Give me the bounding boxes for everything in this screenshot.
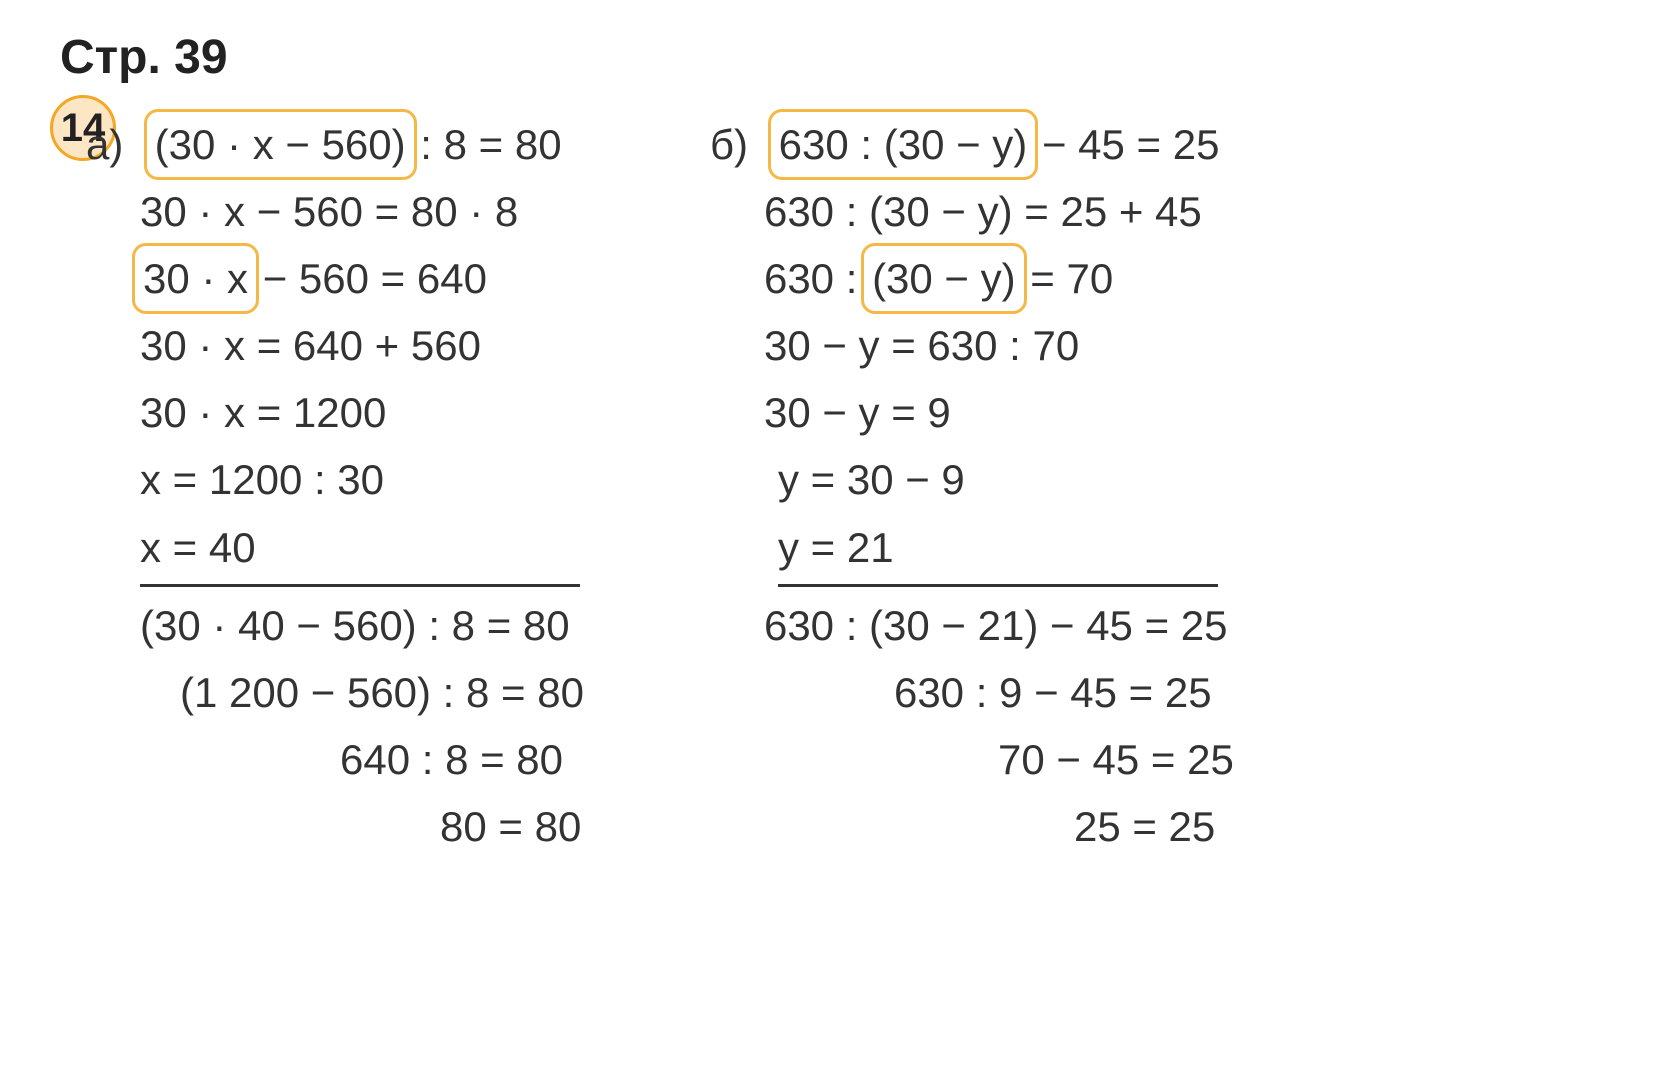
eq-a-check2: (1 200 − 560) : 8 = 80 [140, 659, 584, 726]
eq-a-check4: 80 = 80 [140, 793, 584, 860]
eq-b-check3: 70 − 45 = 25 [764, 726, 1234, 793]
text-a-line3-rest: − 560 = 640 [251, 255, 487, 302]
box-b-line1: 630 : (30 − y) [768, 109, 1039, 180]
text-b-line1-rest: − 45 = 25 [1030, 121, 1219, 168]
eq-a-line3: 30 · x − 560 = 640 [140, 245, 584, 312]
column-b: б) 630 : (30 − y) − 45 = 25 630 : (30 − … [764, 111, 1234, 860]
eq-b-line5: 30 − y = 9 [764, 379, 1234, 446]
eq-a-line2: 30 · x − 560 = 80 · 8 [140, 178, 584, 245]
page-title: Стр. 39 [60, 30, 1601, 85]
eq-a-line5: 30 · x = 1200 [140, 379, 584, 446]
eq-a-line6: x = 1200 : 30 [140, 446, 584, 513]
content-columns: а) (30 · x − 560) : 8 = 80 30 · x − 560 … [140, 111, 1601, 860]
check-b: 630 : (30 − 21) − 45 = 25 630 : 9 − 45 =… [764, 592, 1234, 860]
answer-b: y = 21 [778, 515, 1218, 587]
box-a-line1: (30 · x − 560) [144, 109, 417, 180]
eq-b-line6: y = 30 − 9 [764, 446, 1234, 513]
answer-a: x = 40 [140, 515, 580, 587]
eq-a-check1: (30 · 40 − 560) : 8 = 80 [140, 592, 584, 659]
eq-b-line4: 30 − y = 630 : 70 [764, 312, 1234, 379]
eq-b-check1: 630 : (30 − 21) − 45 = 25 [764, 592, 1234, 659]
eq-b-check4: 25 = 25 [764, 793, 1234, 860]
text-a-line1-rest: : 8 = 80 [409, 121, 562, 168]
eq-a-check3: 640 : 8 = 80 [140, 726, 584, 793]
label-a: а) [86, 112, 140, 177]
eq-b-line2: 630 : (30 − y) = 25 + 45 [764, 178, 1234, 245]
eq-b-line3: 630 : (30 − y) = 70 [764, 245, 1234, 312]
label-b: б) [710, 112, 764, 177]
box-a-line3: 30 · x [132, 243, 259, 314]
check-a: (30 · 40 − 560) : 8 = 80 (1 200 − 560) :… [140, 592, 584, 860]
box-b-line3: (30 − y) [861, 243, 1027, 314]
eq-b-line1: б) 630 : (30 − y) − 45 = 25 [764, 111, 1234, 178]
eq-b-check2: 630 : 9 − 45 = 25 [764, 659, 1234, 726]
eq-a-line7: x = 40 [140, 514, 584, 588]
eq-a-line1: а) (30 · x − 560) : 8 = 80 [140, 111, 584, 178]
text-b-line3-pre: 630 : [764, 255, 869, 302]
column-a: а) (30 · x − 560) : 8 = 80 30 · x − 560 … [140, 111, 584, 860]
eq-a-line4: 30 · x = 640 + 560 [140, 312, 584, 379]
eq-b-line7: y = 21 [764, 514, 1234, 588]
text-b-line3-rest: = 70 [1019, 255, 1114, 302]
